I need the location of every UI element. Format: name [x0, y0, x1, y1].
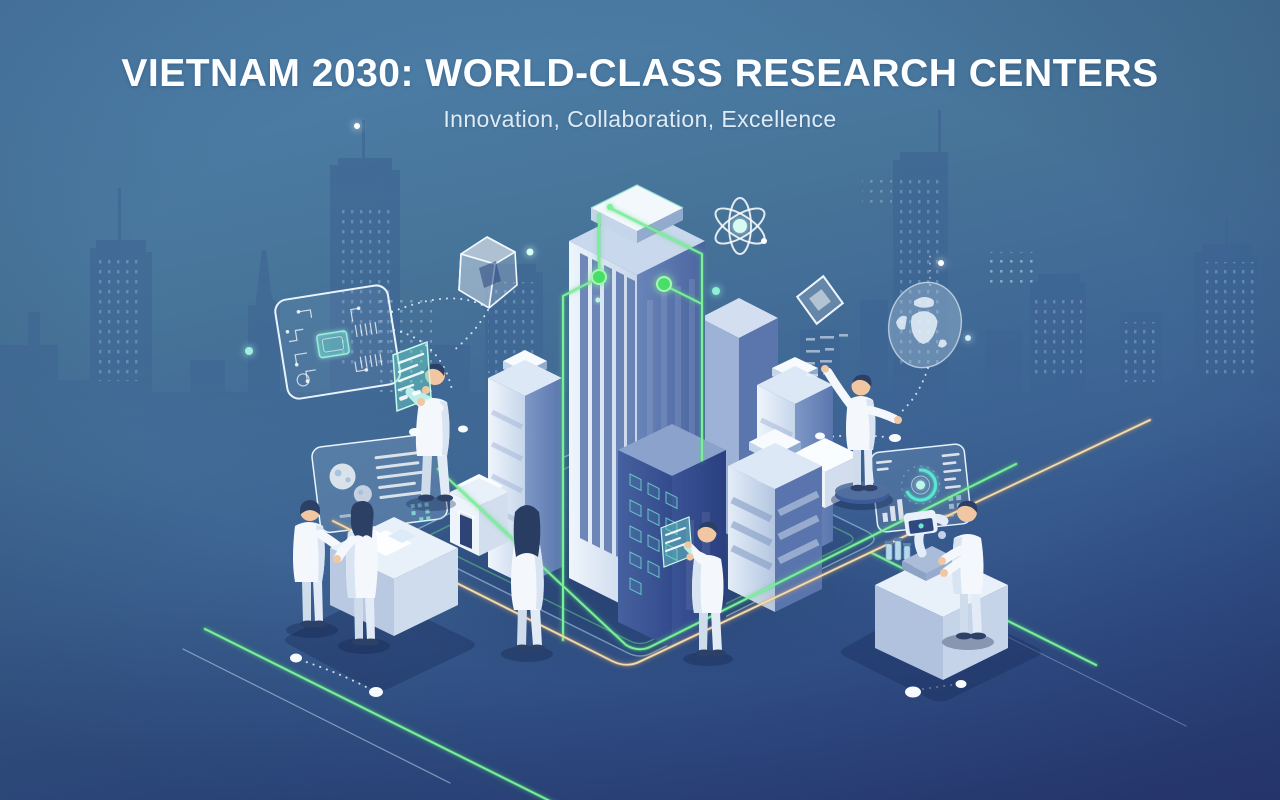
researcher-figure [405, 363, 456, 511]
circuit-board-panel-icon [274, 284, 402, 400]
skyline-windows [96, 175, 1254, 382]
network-nodes [290, 425, 967, 698]
holo-tablet-icon [392, 340, 432, 413]
crystal-icon [458, 236, 518, 309]
researcher-presenting [806, 334, 902, 510]
atom-icon [714, 197, 767, 255]
lab-pavilion-left [450, 474, 508, 556]
header: VIETNAM 2030: WORLD-CLASS RESEARCH CENTE… [0, 52, 1280, 133]
page-subtitle: Innovation, Collaboration, Excellence [443, 106, 837, 132]
table-left-pad [285, 593, 475, 691]
smart-building-windows [629, 473, 678, 596]
researchers-at-lab-table [286, 500, 458, 654]
gem-icon [795, 274, 845, 326]
sample-vials [885, 538, 911, 561]
research-towers [450, 184, 860, 648]
bio-data-panel-icon [311, 432, 449, 534]
researcher-with-holo-tablet [392, 340, 456, 511]
researcher-figure [683, 521, 733, 666]
researcher-at-smart-building [660, 516, 733, 666]
smart-building [618, 424, 726, 648]
researcher-walking [501, 505, 553, 662]
dashboard-panel-icon [870, 443, 972, 533]
researcher-at-microscope [875, 500, 1008, 680]
researcher-figure [938, 500, 994, 650]
researcher-figure [333, 500, 390, 654]
building-front-right [728, 429, 822, 612]
holo-tablet-icon [660, 516, 694, 568]
glow-lines [182, 204, 1187, 800]
microscope-icon [902, 509, 956, 581]
glow-dots [245, 123, 971, 355]
globe-icon [887, 281, 963, 369]
globe-continents [896, 297, 947, 348]
floating-dot-matrix [374, 180, 1034, 392]
page-title: VIETNAM 2030: WORLD-CLASS RESEARCH CENTE… [121, 52, 1159, 95]
researcher-figure [821, 365, 902, 492]
holo-data-rows [806, 334, 848, 377]
qr-grid [410, 502, 431, 522]
